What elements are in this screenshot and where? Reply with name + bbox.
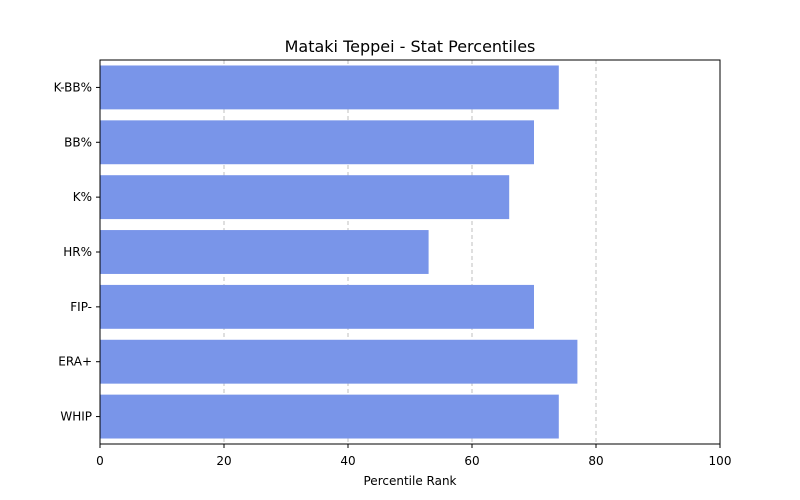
bar-0 bbox=[100, 65, 559, 110]
y-axis-ticks: K-BB% BB% K% HR% FIP- ERA+ WHIP bbox=[54, 80, 100, 424]
x-tick-label: 0 bbox=[96, 454, 104, 468]
x-tick-label: 20 bbox=[216, 454, 231, 468]
chart-title: Mataki Teppei - Stat Percentiles bbox=[285, 37, 536, 56]
bar-6 bbox=[100, 394, 559, 439]
bar-5 bbox=[100, 339, 578, 384]
bar-1 bbox=[100, 120, 534, 165]
bar-2 bbox=[100, 175, 510, 220]
y-tick-label: FIP- bbox=[70, 300, 92, 314]
x-tick-label: 100 bbox=[709, 454, 732, 468]
x-axis-label: Percentile Rank bbox=[364, 474, 457, 488]
x-tick-label: 80 bbox=[588, 454, 603, 468]
x-tick-label: 40 bbox=[340, 454, 355, 468]
x-tick-label: 60 bbox=[464, 454, 479, 468]
y-tick-label: K-BB% bbox=[54, 80, 92, 94]
y-tick-label: BB% bbox=[64, 135, 92, 149]
bar-4 bbox=[100, 284, 534, 329]
bars bbox=[100, 65, 578, 439]
x-axis-ticks: 0 20 40 60 80 100 bbox=[96, 444, 731, 468]
bar-3 bbox=[100, 230, 429, 274]
y-tick-label: HR% bbox=[63, 245, 92, 259]
y-tick-label: ERA+ bbox=[58, 355, 92, 369]
y-tick-label: K% bbox=[73, 190, 92, 204]
y-tick-label: WHIP bbox=[60, 410, 92, 424]
